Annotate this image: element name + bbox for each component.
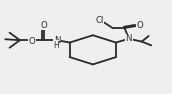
Text: N: N	[126, 34, 132, 43]
Text: O: O	[41, 21, 47, 30]
Text: O: O	[136, 21, 143, 30]
Text: N: N	[54, 36, 60, 45]
Text: H: H	[53, 41, 59, 50]
Text: O: O	[29, 37, 36, 46]
Text: Cl: Cl	[95, 16, 104, 25]
